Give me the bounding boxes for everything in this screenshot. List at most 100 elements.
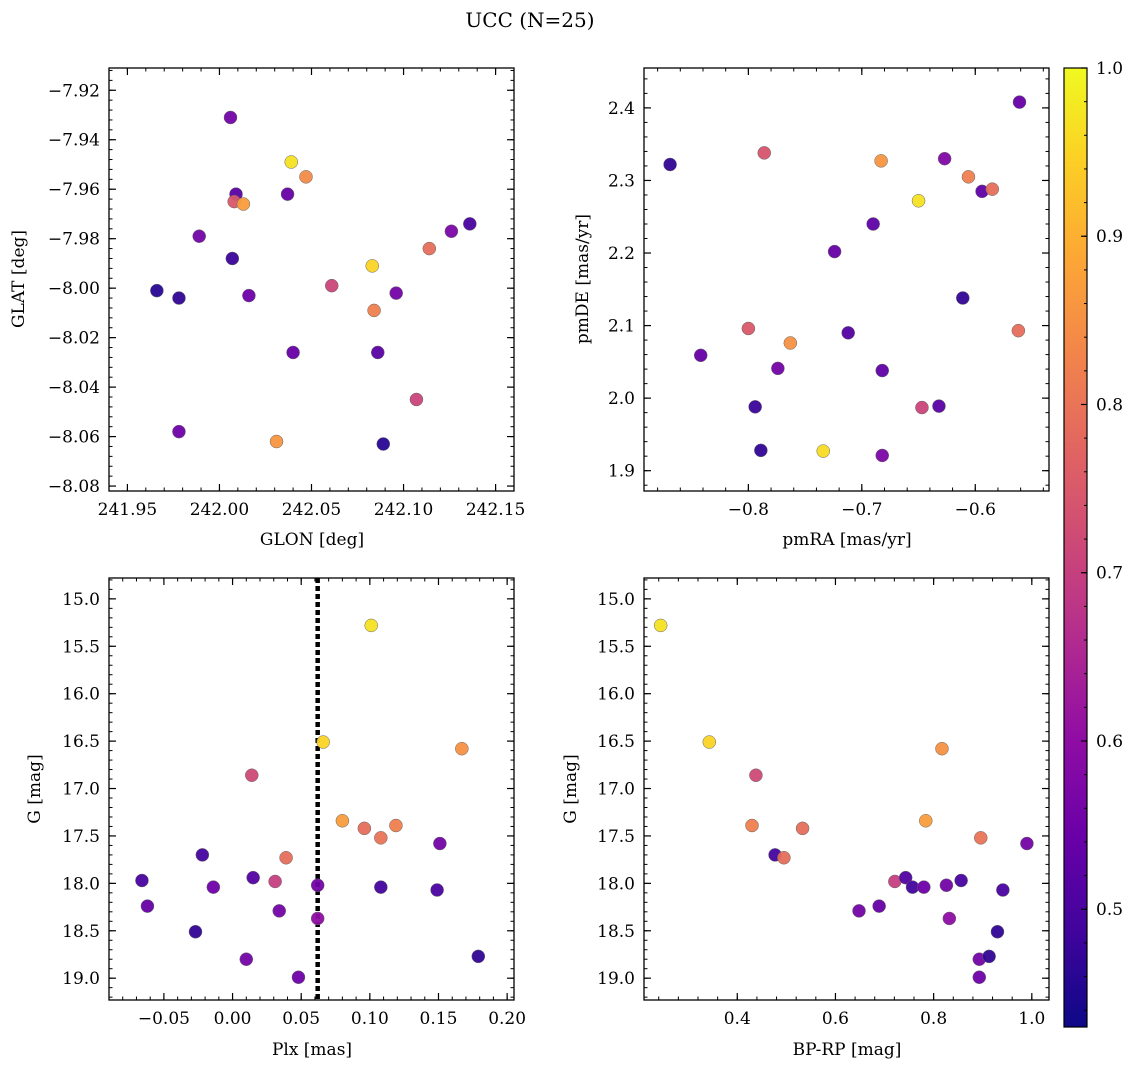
data-point — [748, 400, 762, 414]
colorbar-tick-label: 0.5 — [1096, 900, 1123, 920]
data-point — [985, 182, 1000, 196]
y-tick-label: 1.9 — [608, 462, 635, 482]
x-tick-label: 0.00 — [214, 1009, 252, 1029]
x-tick-label: −0.6 — [955, 500, 996, 520]
y-tick-label: 18.0 — [62, 874, 100, 894]
y-tick-label: 19.0 — [62, 969, 100, 989]
x-tick-label: 242.05 — [282, 500, 341, 520]
data-point — [777, 851, 791, 865]
y-tick-label: 2.1 — [608, 317, 635, 337]
data-point — [268, 874, 282, 889]
x-axis-label: Plx [mas] — [272, 1040, 352, 1060]
y-axis-label: GLAT [deg] — [9, 230, 29, 328]
data-point — [223, 110, 238, 125]
data-point — [841, 326, 855, 340]
panel-pmra-pmde: pmRA [mas/yr] pmDE [mas/yr] −0.8 −0.7 −0.6… — [573, 67, 1050, 550]
y-tick-label: 16.5 — [62, 732, 100, 752]
x-tick-label: 1.0 — [1018, 1009, 1045, 1029]
panel-bprp-g: BP-RP [mag] G [mag] 0.4 0.6 0.8 1.0 15.0 15.5… — [561, 577, 1050, 1060]
y-tick-label: 2.2 — [608, 244, 635, 264]
x-axis-label: GLON [deg] — [260, 530, 364, 550]
x-axis-label: pmRA [mas/yr] — [782, 530, 911, 550]
data-point — [371, 345, 385, 360]
y-tick-label: 15.0 — [597, 590, 635, 610]
data-point — [192, 229, 206, 243]
data-point — [795, 821, 810, 836]
x-tick-label: −0.7 — [841, 500, 882, 520]
data-point — [188, 924, 203, 939]
data-point — [956, 291, 970, 305]
data-point — [1011, 323, 1026, 338]
data-point — [150, 283, 164, 298]
data-point — [172, 291, 186, 305]
colorbar-tick-label: 1.0 — [1096, 59, 1123, 79]
data-point — [357, 821, 372, 836]
data-point — [367, 303, 381, 318]
x-tick-label: 0.6 — [822, 1009, 849, 1029]
data-point — [693, 348, 708, 363]
data-point — [741, 321, 756, 336]
data-point — [310, 911, 325, 926]
colorbar-tick-label: 0.8 — [1096, 395, 1123, 415]
data-point — [225, 251, 240, 266]
data-point — [653, 618, 668, 633]
data-point — [335, 814, 350, 828]
data-point — [939, 878, 954, 893]
data-point — [875, 363, 889, 378]
y-tick-label: −8.02 — [48, 329, 100, 349]
data-point — [239, 952, 254, 966]
x-tick-label: 0.4 — [724, 1009, 751, 1029]
data-point — [917, 880, 931, 894]
data-point — [195, 848, 210, 862]
colorbar-frame — [1063, 67, 1088, 1028]
plot-frame — [643, 67, 1050, 492]
data-point — [771, 361, 785, 376]
y-tick-label: 18.0 — [597, 874, 635, 894]
figure-title: UCC (N=25) — [465, 8, 594, 32]
plot-frame — [108, 67, 515, 492]
data-point — [376, 437, 391, 451]
x-tick-label: 242.10 — [374, 500, 433, 520]
data-point — [236, 197, 251, 211]
y-tick-label: 15.5 — [597, 637, 635, 657]
data-point — [422, 241, 437, 256]
y-tick-label: 17.5 — [597, 827, 635, 847]
y-tick-label: 17.0 — [62, 780, 100, 800]
data-point — [937, 151, 952, 166]
data-point — [272, 904, 286, 918]
data-point — [816, 444, 830, 458]
data-point — [365, 259, 379, 273]
data-point — [280, 187, 295, 201]
colorbar-tick-label: 0.7 — [1096, 564, 1123, 584]
data-point — [757, 146, 772, 160]
data-point — [409, 392, 424, 407]
data-point — [172, 424, 186, 439]
y-axis-label: G [mag] — [561, 754, 581, 823]
data-point — [364, 618, 378, 633]
y-tick-label: 17.5 — [62, 827, 100, 847]
data-point — [915, 400, 929, 415]
data-point — [749, 768, 763, 782]
data-point — [374, 831, 388, 845]
data-point — [1012, 95, 1027, 109]
data-point — [872, 899, 886, 913]
y-tick-label: 18.5 — [62, 922, 100, 942]
data-point — [996, 883, 1010, 897]
y-tick-label: −8.00 — [48, 279, 100, 299]
data-point — [269, 434, 284, 449]
data-point — [827, 244, 842, 259]
x-tick-label: 242.15 — [466, 500, 525, 520]
y-tick-label: −8.06 — [48, 428, 100, 448]
data-point — [754, 443, 768, 458]
data-point — [919, 814, 933, 828]
data-point — [932, 399, 946, 413]
plot-frame — [643, 577, 1050, 1001]
data-point — [140, 899, 155, 913]
data-point — [284, 155, 298, 169]
panel-plx-g: Plx [mas] G [mag] −0.05 0.00 0.05 0.10 0.15 0… — [25, 577, 526, 1060]
data-point — [299, 170, 313, 184]
data-point — [866, 217, 880, 231]
data-point — [316, 735, 330, 749]
colorbar-tick-label: 0.9 — [1096, 227, 1123, 247]
data-point — [430, 883, 444, 897]
